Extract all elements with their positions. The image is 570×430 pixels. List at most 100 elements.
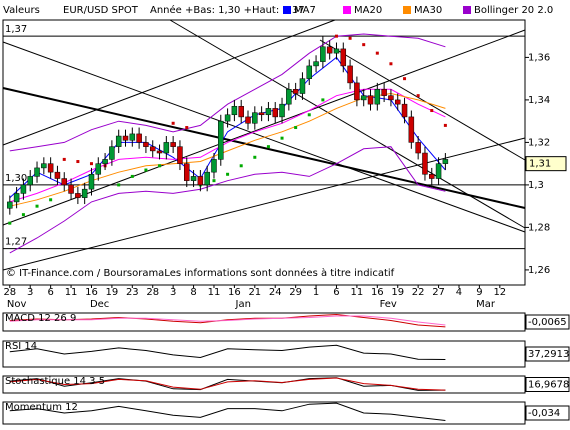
candle-body: [156, 150, 163, 154]
sar-dot: [171, 121, 175, 125]
y-tick-label: 1,32: [528, 137, 550, 148]
sar-dot: [362, 43, 366, 47]
candle-body: [34, 167, 40, 177]
panel-title: MACD 12 26 9: [5, 313, 76, 324]
trend-line: [319, 39, 526, 161]
x-tick-label: 24: [269, 287, 282, 298]
candle-body: [299, 78, 306, 94]
x-tick-label: 6: [47, 287, 53, 298]
candle-body: [224, 114, 231, 122]
last-value-box: [525, 377, 570, 392]
level-label: 1,27: [5, 237, 27, 248]
x-tick-label: 21: [248, 287, 261, 298]
month-label: Mar: [476, 299, 496, 310]
candle-body: [347, 65, 353, 84]
candle-body: [122, 135, 129, 141]
candle-body: [75, 193, 81, 198]
level-label: 1,37: [5, 24, 27, 35]
sar-dot: [389, 62, 393, 66]
candle-body: [320, 46, 326, 62]
indicator-line: [9, 377, 446, 391]
x-tick-label: 28: [146, 287, 159, 298]
y-tick-label: 1,26: [528, 265, 550, 276]
panel-frame: [2, 401, 526, 425]
x-tick-label: 1: [313, 287, 319, 298]
x-tick-label: 19: [391, 287, 404, 298]
last-value-box: [525, 405, 570, 421]
panel-frame: [2, 375, 526, 394]
sar-dot: [158, 164, 162, 168]
candle-body: [374, 89, 381, 105]
sar-dot: [348, 36, 352, 40]
sar-dot: [321, 98, 325, 102]
last-value-box: [525, 156, 567, 172]
candle-body: [442, 159, 449, 164]
candle-body: [258, 112, 265, 116]
sar-dot: [307, 113, 311, 117]
trend-line: [2, 137, 526, 271]
sar-dot: [430, 109, 434, 113]
candle-body: [115, 135, 122, 147]
candle-body: [422, 152, 428, 175]
sar-dot: [49, 198, 53, 202]
x-tick-label: 12: [493, 287, 506, 298]
sar-dot: [443, 123, 447, 127]
x-tick-label: 19: [106, 287, 119, 298]
candle-body: [381, 89, 387, 96]
candle-body: [170, 142, 176, 147]
x-tick-label: 16: [85, 287, 98, 298]
y-tick-label: 1,34: [528, 95, 550, 106]
x-tick-label: 11: [351, 287, 364, 298]
candle-body: [354, 82, 360, 101]
candle-body: [394, 99, 401, 105]
candle-body: [88, 174, 95, 190]
month-label: Fev: [380, 299, 397, 310]
legend-swatch: [283, 6, 291, 14]
x-tick-label: 16: [371, 287, 384, 298]
candle-body: [326, 46, 333, 54]
panel-title: Momentum 12: [5, 402, 78, 413]
candle-body: [333, 48, 340, 54]
candle-body: [435, 163, 442, 179]
sar-dot: [253, 155, 257, 159]
level-label: 1,30: [5, 173, 27, 184]
candle-body: [231, 106, 238, 116]
indicator-line: [9, 33, 446, 152]
last-value-box: [525, 314, 570, 330]
candle-body: [41, 163, 47, 169]
legend-label: MA30: [414, 5, 442, 16]
x-tick-label: 8: [190, 287, 196, 298]
sar-dot: [416, 94, 420, 98]
x-tick-label: 28: [3, 287, 16, 298]
candle-body: [408, 116, 415, 143]
candle-body: [306, 65, 313, 79]
last-value-label: -0,0065: [528, 317, 567, 328]
candle-body: [401, 103, 408, 118]
x-tick-label: 3: [170, 287, 176, 298]
legend-label: Bollinger 20 2.0: [474, 5, 553, 16]
last-value-label: 37,2913: [528, 349, 569, 360]
last-value-label: 16,9678: [528, 380, 569, 391]
panel-title: Stochastique 14 3 5: [5, 376, 105, 387]
candle-body: [149, 146, 156, 152]
trend-line: [2, 87, 526, 209]
month-label: Jan: [235, 299, 251, 310]
candle-body: [245, 116, 251, 124]
candle-body: [20, 184, 27, 194]
x-tick-label: 4: [456, 287, 462, 298]
indicator-line: [9, 402, 446, 421]
candle-body: [252, 112, 258, 124]
candle-body: [265, 108, 272, 116]
legend-label: MA7: [294, 5, 316, 16]
candle-body: [81, 188, 88, 198]
candle-body: [190, 176, 197, 181]
candle-body: [177, 146, 183, 164]
y-tick-label: 1,28: [528, 222, 550, 233]
candle-body: [47, 163, 54, 173]
sar-dot: [212, 179, 216, 183]
x-tick-label: 23: [126, 287, 139, 298]
candle-body: [109, 146, 115, 160]
candle-body: [313, 61, 319, 67]
